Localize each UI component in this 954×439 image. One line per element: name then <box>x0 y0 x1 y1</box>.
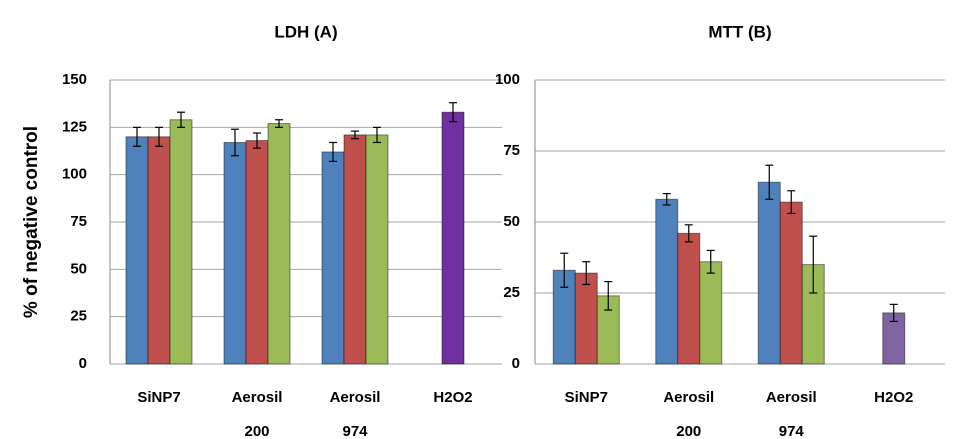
x-tick-label: Aerosil 200 <box>663 389 714 439</box>
y-tick-label: 75 <box>70 213 87 230</box>
error-bar <box>787 190 796 215</box>
x-tick-label: Aerosil 200 <box>232 389 283 439</box>
bar <box>757 181 781 365</box>
error-bar <box>604 281 613 311</box>
bar <box>147 136 171 365</box>
bar <box>343 134 367 365</box>
error-bar <box>684 224 693 243</box>
y-tick-label: 75 <box>503 142 520 159</box>
chart-title: MTT (B) <box>708 22 771 41</box>
bar <box>223 141 247 365</box>
error-bar <box>582 261 591 286</box>
bar <box>655 198 679 365</box>
bar <box>125 136 149 365</box>
bar <box>365 134 389 365</box>
x-tick-label-line: 200 <box>676 423 701 439</box>
bar <box>779 201 803 365</box>
error-bar <box>449 102 457 123</box>
error-bar <box>275 119 283 128</box>
y-tick-label: 50 <box>503 213 520 230</box>
bar <box>267 123 291 365</box>
bar <box>677 232 701 365</box>
x-tick-label: Aerosil 974 <box>766 389 817 439</box>
error-bar <box>809 235 818 294</box>
x-tick-label-line: Aerosil <box>330 389 381 406</box>
error-bar <box>560 252 569 288</box>
error-bar <box>155 126 163 147</box>
x-tick-label: H2O2 <box>874 389 913 406</box>
error-bar <box>373 126 381 144</box>
y-tick-label: 0 <box>512 355 520 372</box>
error-bar <box>889 303 898 322</box>
y-tick-label: 125 <box>62 118 87 135</box>
y-tick-label: 50 <box>70 260 87 277</box>
x-tick-label: SiNP7 <box>565 389 608 406</box>
y-tick-label: 25 <box>503 284 520 301</box>
bar <box>169 119 193 365</box>
y-tick-label: 100 <box>62 166 87 183</box>
error-bar <box>662 193 671 206</box>
x-tick-label-line: Aerosil <box>663 389 714 406</box>
error-bar <box>765 164 774 200</box>
error-bar <box>231 128 239 157</box>
bar <box>574 272 598 365</box>
error-bar <box>706 249 715 274</box>
y-tick-label: 0 <box>79 355 87 372</box>
chart-title: LDH (A) <box>274 22 337 41</box>
y-tick-label: 25 <box>70 308 87 325</box>
x-tick-label-line: Aerosil <box>232 389 283 406</box>
x-tick-label-line: 974 <box>342 423 368 439</box>
y-tick-label: 150 <box>62 71 87 88</box>
x-tick-label-line: Aerosil <box>766 389 817 406</box>
bar <box>699 261 723 365</box>
error-bar <box>133 126 141 147</box>
x-tick-label-line: 200 <box>244 423 269 439</box>
error-bar <box>351 130 359 140</box>
error-bar <box>177 111 185 128</box>
bar <box>441 111 465 365</box>
error-bar <box>253 132 261 149</box>
bar <box>245 140 269 365</box>
x-tick-label: SiNP7 <box>137 389 180 406</box>
x-tick-label: H2O2 <box>433 389 472 406</box>
x-tick-label-line: 974 <box>779 423 805 439</box>
x-tick-label: Aerosil 974 <box>330 389 381 439</box>
y-axis-label: % of negative control <box>21 126 42 318</box>
y-tick-label: 100 <box>495 71 520 88</box>
bar <box>321 151 345 365</box>
error-bar <box>329 141 337 163</box>
